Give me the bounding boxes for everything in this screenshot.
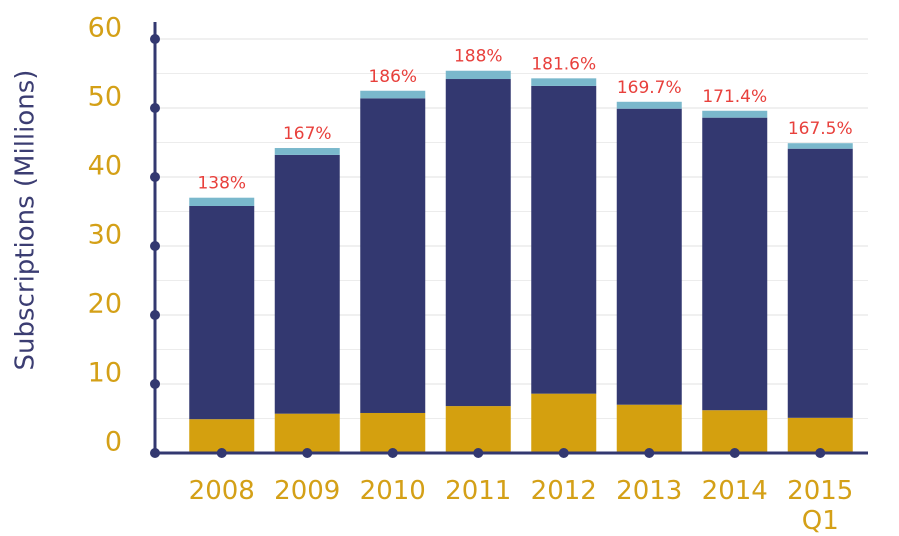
bar-segment [616,108,682,405]
data-label: 188% [454,47,503,67]
bar-segment [445,70,511,80]
y-tick-label: 20 [88,289,122,320]
x-tick-dot [729,448,740,458]
bar-segment [274,413,340,453]
y-tick-label: 0 [105,427,122,458]
x-tick-label: 2012 [530,476,597,506]
bar-segment [787,143,853,149]
bar-segment [616,404,682,453]
x-tick-dot [644,448,655,458]
bar-segment [189,419,255,453]
bar-segment [189,197,255,206]
bar-segment [531,85,597,394]
bar-segment [531,393,597,453]
data-label: 167% [283,124,332,144]
y-tick-dot [150,34,160,44]
bar-segment [274,154,340,414]
x-tick-dot [815,448,826,458]
y-tick-dot [150,172,160,182]
x-tick-dot [387,448,398,458]
x-tick-label: 2013 [616,476,683,506]
data-label: 186% [368,67,417,87]
bar-segment [787,148,853,418]
bar-segment [274,148,340,155]
bar-segment [702,117,768,411]
x-tick-label: 2014 [701,476,768,506]
bar-segment [360,412,426,453]
y-tick-dot [150,379,160,389]
x-tick-dot [473,448,484,458]
y-tick-dot [150,310,160,320]
data-label: 169.7% [617,78,682,98]
bar-segment [445,79,511,407]
y-tick-label: 30 [88,220,122,251]
data-label: 138% [197,174,246,194]
bar-segment [360,98,426,413]
y-tick-label: 60 [88,13,122,44]
x-tick-dot [302,448,313,458]
x-tick-dot [558,448,569,458]
bar-segment [445,406,511,453]
y-tick-label: 50 [88,82,122,113]
bar-segment [531,78,597,86]
bar-segment [616,101,682,109]
bar-segment [702,110,768,118]
x-tick-label: 2009 [274,476,341,506]
x-tick-label: 2011 [445,476,512,506]
bar-segment [787,417,853,453]
y-tick-dot [150,448,160,458]
data-label: 171.4% [702,87,767,107]
y-tick-dot [150,241,160,251]
y-tick-label: 40 [88,151,122,182]
y-axis-title: Subscriptions (Millions) [11,70,41,371]
bar-segment [189,205,255,420]
x-tick-label: 2008 [188,476,255,506]
data-label: 167.5% [788,119,853,139]
y-tick-dot [150,103,160,113]
data-label: 181.6% [531,54,596,74]
x-tick-label: 2015 Q1 [787,476,854,536]
x-tick-label: 2010 [359,476,426,506]
x-tick-dot [216,448,227,458]
bar-segment [702,410,768,453]
y-tick-label: 10 [88,358,122,389]
bar-segment [360,90,426,99]
